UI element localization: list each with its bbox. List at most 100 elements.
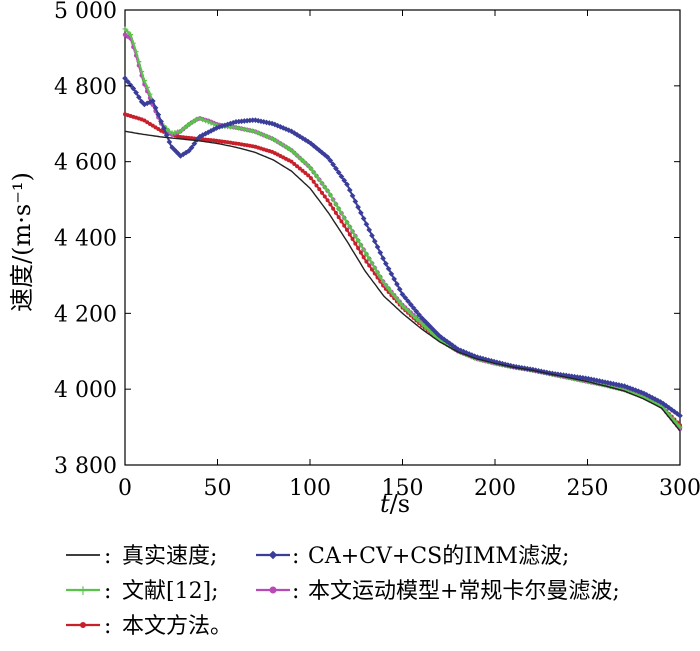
series-point [408,310,414,316]
series-point [133,89,139,96]
legend-item-kalman: : 本文运动模型+常规卡尔曼滤波; [256,579,620,604]
y-tick-label: 3 800 [54,454,117,479]
series-point [391,293,397,299]
series-point [211,121,217,127]
series-point [424,326,430,332]
series-point [272,137,278,143]
series-point [191,140,198,147]
series-point [136,59,142,65]
series-point [280,142,286,148]
plus-marker-icon: + [77,583,89,599]
series-point [361,247,367,253]
series-point [380,278,386,284]
series-point [358,210,364,216]
series-point [289,147,294,153]
series-point [319,180,325,186]
series-point [291,150,297,156]
series-point [322,194,327,199]
series-point [127,82,134,88]
series-point [292,161,297,166]
series-point [186,122,192,128]
series-point [183,124,189,130]
legend-colon: : [292,579,299,604]
series-point [371,238,378,245]
series-point [344,219,350,225]
dot-marker-icon [80,622,86,628]
series-point [405,308,411,314]
series-point [202,118,208,124]
legend-item-proposed: : 本文方法。 [66,614,232,639]
legend-item-true-speed: : 真实速度; [66,544,217,569]
series-point [355,204,361,210]
plot-area [122,26,683,432]
series-point [275,139,281,145]
x-tick-label: 50 [204,476,232,501]
series-point [369,260,375,266]
series-point [364,259,369,264]
series-point [308,166,314,172]
series-point [377,274,383,280]
y-axis-title: 速度/(m·s⁻¹) [8,172,36,312]
series-point [350,237,355,242]
series-point [139,69,145,75]
series-point [341,215,347,221]
series-point [347,224,353,230]
series-point [388,289,394,295]
x-axis-title: t/s [380,490,410,518]
series-point [342,223,347,228]
series-point [166,139,173,145]
series-point [377,249,384,256]
series-point [302,160,308,166]
series-point [413,316,419,322]
series-point [369,232,375,239]
series-point [391,276,398,282]
series-point [396,286,403,293]
series-point [416,312,422,318]
series-point [161,125,167,132]
series-point [305,163,311,169]
series-point [358,242,364,248]
series-point [205,119,211,125]
series-point [149,98,156,104]
series-point [308,176,313,181]
series-point [269,136,275,142]
series-point [333,165,339,172]
series-point [255,130,261,136]
series-point [410,305,417,311]
y-tick-label: 4 600 [54,151,117,176]
legend-item-reference: + : 文献[12]; [66,579,219,604]
series-point [338,173,345,180]
series-point [163,132,170,138]
series-point [313,173,319,179]
series-point [141,78,147,84]
series-point [158,118,164,125]
series-point [372,265,378,271]
x-tick-label: 150 [382,476,424,501]
series-point [353,241,358,246]
series-point [399,291,406,298]
series-point [400,303,405,309]
series-3 [122,32,683,432]
series-point [335,169,342,176]
legend-label: CA+CV+CS的IMM滤波; [308,544,569,569]
series-point [383,260,389,267]
x-tick-label: 0 [118,476,132,501]
series-point [349,192,356,199]
series-2 [122,26,683,430]
series-point [286,146,292,152]
series-point [333,201,339,207]
series-point [356,246,361,251]
series-point [394,281,400,287]
series-point [355,238,361,244]
series-point [136,94,142,101]
series-point [266,134,272,140]
diamond-marker-icon [268,550,278,560]
series-point [316,177,322,183]
series-point [252,129,258,135]
series-point [185,148,192,154]
series-point [325,198,330,203]
legend-label: 本文方法。 [122,614,232,639]
series-point [264,133,270,139]
series-point [320,190,325,195]
series-point [344,181,350,188]
